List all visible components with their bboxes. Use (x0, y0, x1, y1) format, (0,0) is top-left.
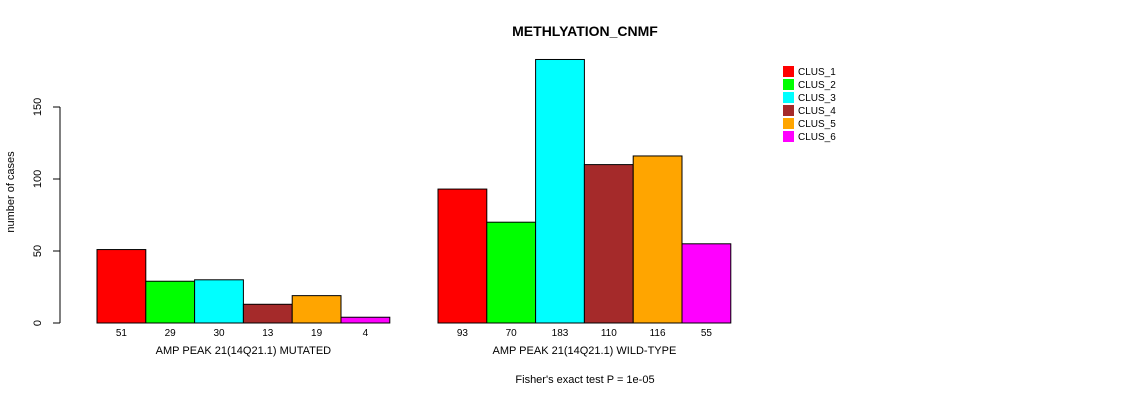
bars: 51 29 30 13 19 4 AMP PEAK 21(14Q21.1) MUTATED 9… (96, 58, 732, 357)
legend-swatch (783, 105, 794, 116)
bar-value-label: 29 (165, 328, 177, 339)
group-label: AMP PEAK 21(14Q21.1) MUTATED (156, 345, 332, 357)
legend-item: CLUS_2 (783, 79, 836, 91)
y-tick-label: 50 (32, 245, 44, 257)
legend-swatch (783, 79, 794, 90)
bar (437, 188, 488, 324)
fisher-test-note: Fisher's exact test P = 1e-05 (515, 374, 654, 386)
bar (194, 279, 244, 324)
bar-value-label: 70 (506, 328, 518, 339)
legend-swatch (783, 92, 794, 103)
bar-value-label: 19 (311, 328, 323, 339)
legend-label: CLUS_6 (798, 132, 836, 143)
bar (681, 243, 732, 324)
legend-item: CLUS_1 (783, 66, 836, 78)
bar (632, 155, 683, 324)
bar-value-label: 30 (213, 328, 225, 339)
legend-label: CLUS_3 (798, 93, 836, 104)
bar-group: 93 70 183 110 116 55 AMP PEAK 21(14Q21.1) WILD… (437, 58, 732, 357)
bar (535, 58, 585, 324)
legend-swatch (783, 66, 794, 77)
bar-value-label: 4 (363, 328, 369, 339)
bar-value-label: 51 (116, 328, 128, 339)
y-tick-label: 100 (32, 170, 44, 188)
bar (96, 249, 147, 324)
legend: CLUS_1 CLUS_2 CLUS_3 CLUS_4 CLUS_5 CLUS_6 (783, 66, 836, 143)
y-tick-label: 0 (32, 320, 44, 326)
y-tick-label: 150 (32, 98, 44, 116)
legend-label: CLUS_4 (798, 106, 836, 117)
bar (583, 164, 634, 324)
y-axis: 0 50 100 150 (32, 98, 61, 326)
y-axis-label: number of cases (5, 151, 17, 233)
bar-value-label: 93 (457, 328, 469, 339)
bar (242, 303, 293, 324)
bar (291, 295, 342, 324)
bar-value-label: 110 (601, 328, 617, 339)
legend-label: CLUS_5 (798, 119, 836, 130)
bar-value-label: 55 (701, 328, 713, 339)
bar-group: 51 29 30 13 19 4 AMP PEAK 21(14Q21.1) MUTATED (96, 249, 391, 357)
legend-label: CLUS_1 (798, 67, 836, 78)
bar (340, 316, 391, 324)
group-label: AMP PEAK 21(14Q21.1) WILD-TYPE (492, 345, 676, 357)
legend-item: CLUS_4 (783, 105, 836, 117)
bar (486, 221, 537, 324)
bar-value-label: 13 (262, 328, 274, 339)
bar-value-label: 116 (650, 328, 666, 339)
bar (145, 280, 196, 324)
legend-swatch (783, 118, 794, 129)
chart-title: METHLYATION_CNMF (512, 23, 658, 39)
legend-label: CLUS_2 (798, 80, 836, 91)
legend-item: CLUS_5 (783, 118, 836, 130)
legend-swatch (783, 131, 794, 142)
bar-value-label: 183 (552, 328, 569, 339)
legend-item: CLUS_6 (783, 131, 836, 143)
legend-item: CLUS_3 (783, 92, 836, 104)
